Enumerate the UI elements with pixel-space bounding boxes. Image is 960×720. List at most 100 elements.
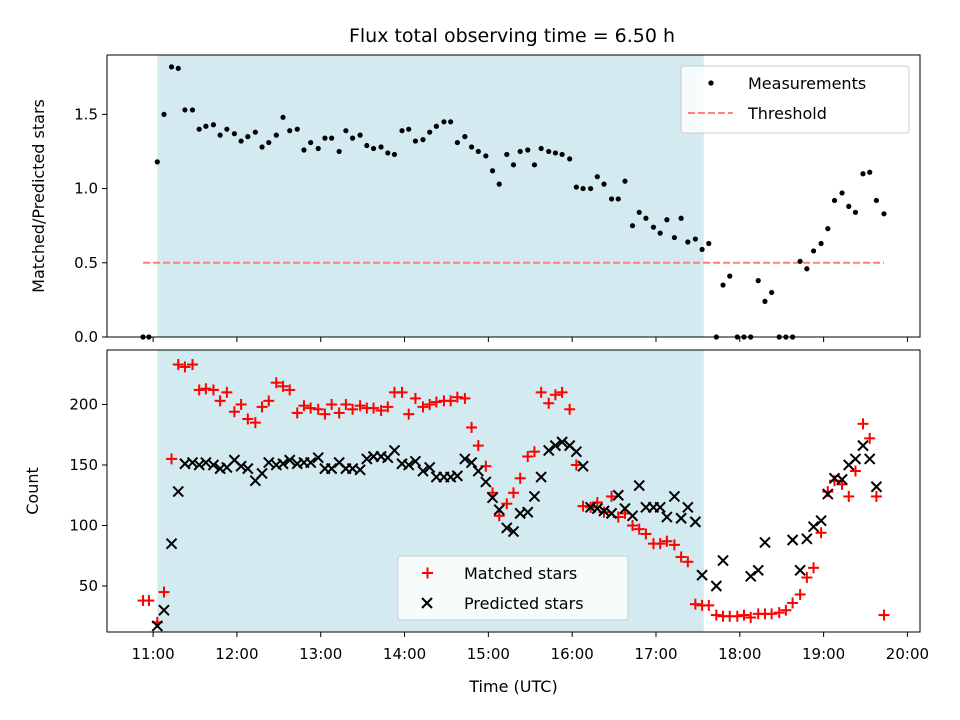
matched-star-point <box>675 551 687 563</box>
measurement-point <box>175 65 181 71</box>
measurement-point <box>224 126 230 132</box>
predicted-star-point <box>451 470 464 482</box>
measurement-points <box>140 64 887 340</box>
matched-star-point <box>424 398 436 410</box>
count-panel: 50 100 150 200 11:00 12:00 13:00 14:00 15:00 16:… <box>23 349 929 696</box>
matched-star-point <box>870 490 882 502</box>
measurement-point <box>273 132 279 138</box>
predicted-star-point <box>696 569 708 581</box>
measurement-point <box>245 134 251 140</box>
predicted-star-point <box>284 454 296 466</box>
matched-star-point <box>277 380 289 392</box>
measurement-point <box>810 248 817 254</box>
matched-star-point <box>305 402 317 414</box>
predicted-star-points <box>151 436 883 632</box>
matched-star-point <box>564 403 576 415</box>
predicted-star-point <box>752 564 764 576</box>
measurement-point <box>294 126 300 132</box>
measurement-point <box>727 273 733 279</box>
matched-star-point <box>193 384 205 396</box>
predicted-star-point <box>304 456 317 469</box>
matched-star-point <box>235 398 247 410</box>
predicted-star-point <box>675 512 687 524</box>
predicted-star-point <box>480 476 492 488</box>
measurement-point <box>678 215 684 221</box>
predicted-star-point <box>836 473 848 486</box>
predicted-star-point <box>542 444 555 457</box>
measurement-point <box>370 145 377 152</box>
matched-star-point <box>766 608 778 620</box>
measurement-point <box>343 128 349 134</box>
matched-star-point <box>773 607 785 619</box>
measurement-point <box>636 209 642 215</box>
matched-star-point <box>556 386 568 398</box>
measurement-point <box>769 289 775 296</box>
measurement-point <box>629 223 636 229</box>
predicted-star-point <box>528 490 541 503</box>
measurement-point <box>349 135 356 141</box>
predicted-star-point <box>577 460 589 472</box>
measurement-point <box>406 126 412 132</box>
matched-star-point <box>326 398 338 410</box>
measurement-point <box>357 132 363 138</box>
predicted-star-point <box>417 465 429 477</box>
predicted-star-point <box>633 479 645 492</box>
measurement-point <box>867 169 873 175</box>
predicted-star-point <box>403 459 415 471</box>
measurement-point <box>538 145 544 152</box>
measurement-point <box>601 181 607 187</box>
matched-star-point <box>403 408 415 420</box>
matched-star-point <box>242 413 254 425</box>
predicted-star-point <box>786 534 799 546</box>
measurement-point <box>510 162 517 168</box>
measurement-point <box>154 159 160 165</box>
predicted-star-point <box>710 580 723 592</box>
matched-star-point <box>200 383 212 395</box>
measurement-point <box>839 190 845 196</box>
matched-star-point <box>340 398 352 410</box>
matched-star-point <box>347 403 359 415</box>
measurement-point <box>852 209 859 215</box>
matched-star-point <box>857 418 869 430</box>
measurement-point <box>657 230 663 236</box>
y-tick-label: 50 <box>79 577 98 595</box>
predicted-star-point <box>200 456 212 469</box>
matched-star-point <box>270 377 282 389</box>
matched-star-point <box>445 395 457 407</box>
matched-star-point <box>864 432 876 444</box>
measurement-point <box>203 123 209 129</box>
measurement-point <box>231 131 237 137</box>
y-tick-label: 1.0 <box>74 180 98 198</box>
top-legend: Measurements Threshold <box>680 65 910 134</box>
matched-star-point <box>654 538 666 550</box>
measurement-point <box>496 181 502 187</box>
measurement-point <box>608 196 615 202</box>
matched-star-point <box>745 611 757 623</box>
measurement-point <box>720 282 726 288</box>
matched-star-point <box>787 597 799 609</box>
legend-label-predicted: Predicted stars <box>464 594 584 613</box>
x-tick-label: 15:00 <box>467 645 510 663</box>
matched-star-point <box>291 407 303 419</box>
matched-star-point <box>263 395 275 407</box>
measurement-point <box>329 135 335 141</box>
measurement-point <box>475 148 481 155</box>
matched-star-point <box>522 451 534 463</box>
legend-label-matched: Matched stars <box>464 564 577 583</box>
matched-star-point <box>801 572 813 584</box>
legend-label-measurements: Measurements <box>748 74 866 93</box>
predicted-star-point <box>605 507 618 520</box>
measurement-point <box>315 145 321 152</box>
predicted-star-point <box>661 511 673 523</box>
measurement-point <box>280 114 286 120</box>
predicted-star-point <box>556 436 568 448</box>
matched-star-point <box>221 386 233 398</box>
predicted-star-point <box>794 564 806 576</box>
measurement-point <box>483 153 489 159</box>
predicted-star-point <box>807 520 820 533</box>
predicted-star-point <box>612 489 624 501</box>
predicted-star-point <box>472 465 485 477</box>
measurement-point <box>685 239 691 245</box>
matched-star-point <box>319 408 331 420</box>
matched-star-point <box>668 539 680 551</box>
